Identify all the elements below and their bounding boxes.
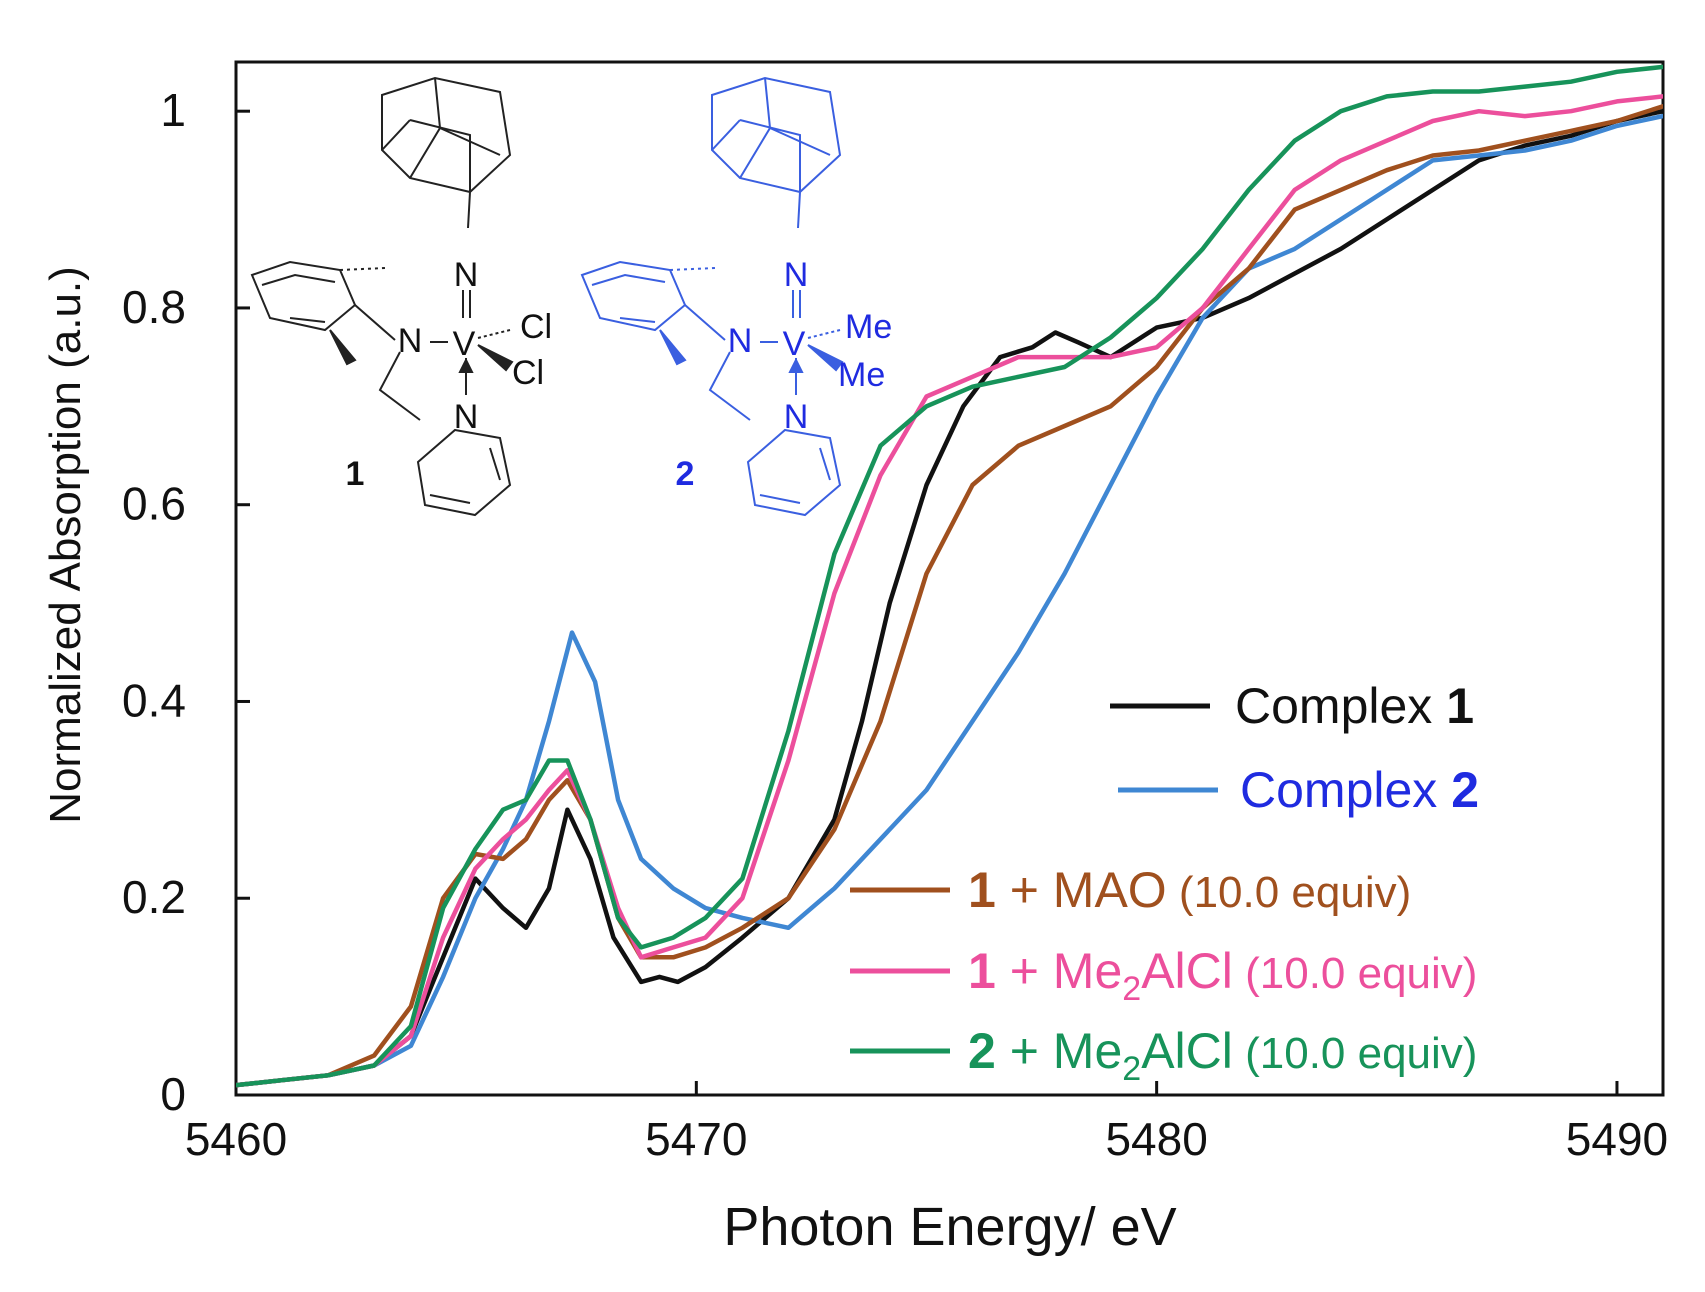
series-line-3 xyxy=(236,104,1663,1088)
structure-2-labels: N N V Me Me N 2 xyxy=(676,256,893,493)
y-tick-label: 1 xyxy=(160,84,186,136)
y-tick-label: 0.8 xyxy=(122,281,186,333)
svg-text:N: N xyxy=(784,398,809,436)
series-layer xyxy=(236,64,1663,1088)
svg-text:N: N xyxy=(398,322,423,360)
legend-entry: 1 + Me2AlCl (10.0 equiv) xyxy=(968,943,1477,1008)
y-axis-title: Normalized Absorption (a.u.) xyxy=(41,266,90,824)
y-tick-label: 0.4 xyxy=(122,674,186,726)
structure-2 xyxy=(580,76,844,517)
svg-text:V: V xyxy=(453,325,476,363)
x-tick-label: 5460 xyxy=(185,1113,287,1165)
y-tick-label: 0 xyxy=(160,1068,186,1120)
svg-text:N: N xyxy=(454,398,479,436)
adamantyl-cage-1 xyxy=(381,76,512,229)
svg-text:Me: Me xyxy=(838,356,885,394)
series-line-2 xyxy=(236,113,1663,1088)
svg-text:N: N xyxy=(784,256,809,294)
y-tick-label: 0.2 xyxy=(122,871,186,923)
svg-text:N: N xyxy=(454,256,479,294)
svg-text:Me: Me xyxy=(845,308,892,346)
series-line-5 xyxy=(236,64,1663,1088)
svg-text:Cl: Cl xyxy=(520,308,552,346)
plot-frame xyxy=(234,60,1665,1097)
svg-text:2: 2 xyxy=(676,455,695,493)
x-axis-title: Photon Energy/ eV xyxy=(723,1197,1176,1257)
x-axis: 5460 5470 5480 5490 xyxy=(185,1081,1668,1165)
aryl-ring-2 xyxy=(580,260,687,332)
pyridine-ring-2 xyxy=(746,428,842,517)
y-axis: 0 0.2 0.4 0.6 0.8 1 xyxy=(122,84,250,1120)
x-tick-label: 5470 xyxy=(645,1113,747,1165)
svg-text:V: V xyxy=(783,325,806,363)
legend-entry: 2 + Me2AlCl (10.0 equiv) xyxy=(968,1023,1477,1088)
structure-1 xyxy=(250,76,514,517)
y-tick-label: 0.6 xyxy=(122,478,186,530)
svg-text:Cl: Cl xyxy=(512,354,544,392)
series-line-1 xyxy=(236,108,1663,1088)
x-tick-label: 5480 xyxy=(1105,1113,1207,1165)
legend-entry: 1 + MAO (10.0 equiv) xyxy=(968,862,1411,918)
x-tick-label: 5490 xyxy=(1566,1113,1668,1165)
aryl-ring-1 xyxy=(250,260,357,332)
series-line-4 xyxy=(236,94,1663,1088)
svg-text:1: 1 xyxy=(346,455,365,493)
legend-entry: Complex 1 xyxy=(1235,678,1474,734)
adamantyl-cage-2 xyxy=(711,76,842,229)
svg-text:N: N xyxy=(728,322,753,360)
structure-1-labels: N N V Cl Cl N 1 xyxy=(346,256,553,493)
pyridine-ring-1 xyxy=(416,428,512,517)
legend-entry: Complex 2 xyxy=(1240,762,1479,818)
legend: Complex 1 Complex 2 1 + MAO (10.0 equiv) 1 … xyxy=(850,678,1479,1088)
